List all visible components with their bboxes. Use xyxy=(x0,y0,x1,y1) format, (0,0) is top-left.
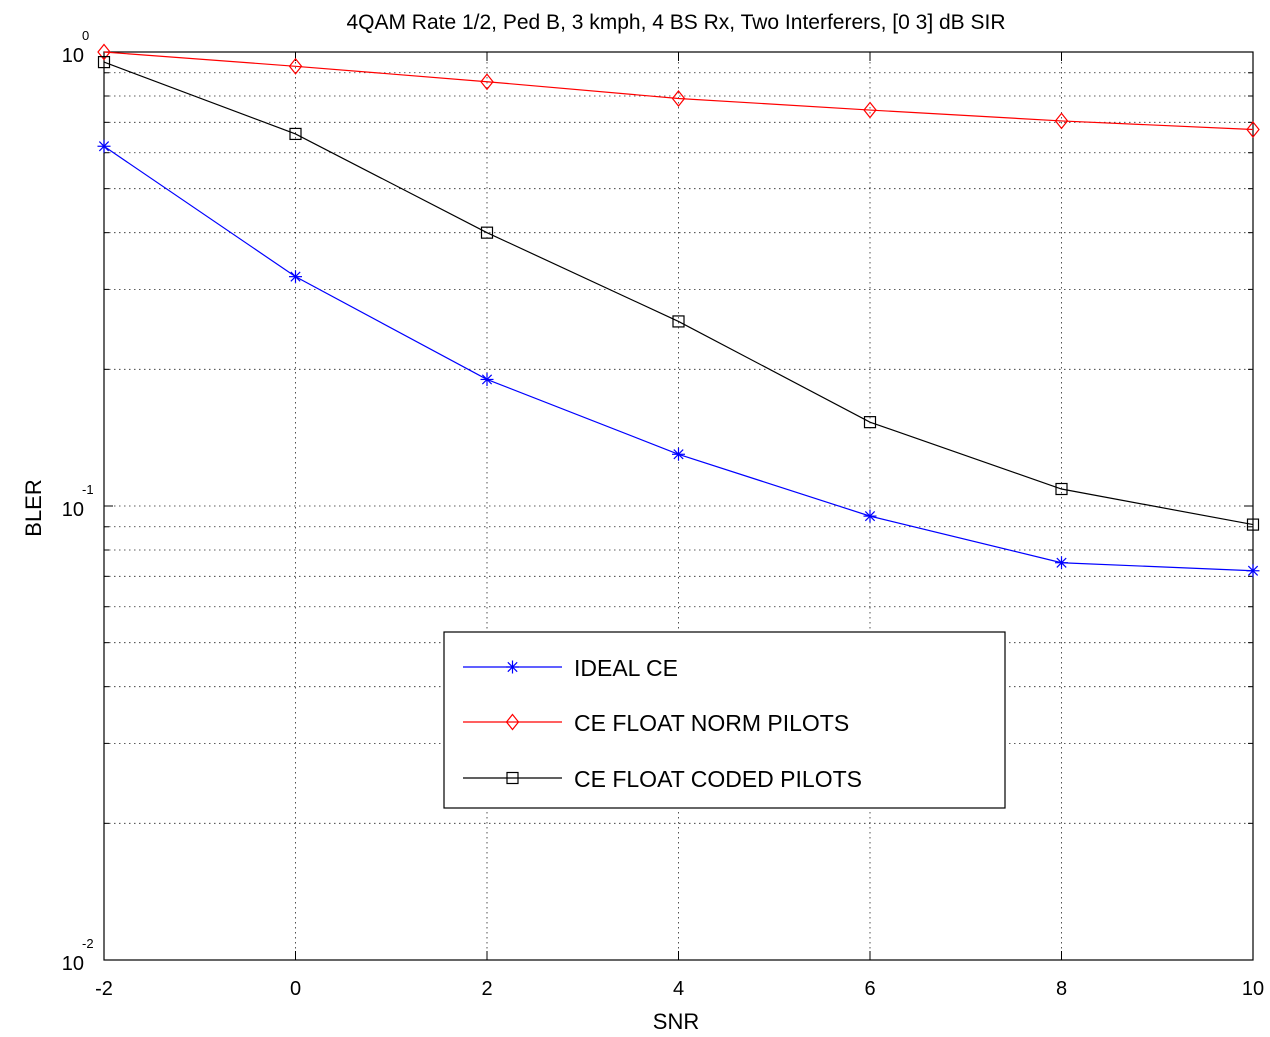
data-point xyxy=(97,56,111,69)
data-point xyxy=(1246,518,1260,531)
data-point xyxy=(671,90,686,107)
data-point xyxy=(289,270,302,284)
data-point xyxy=(1246,564,1260,578)
y-tick-label: 10 xyxy=(62,953,84,975)
data-point xyxy=(863,101,877,119)
data-point xyxy=(97,43,111,61)
legend-marker xyxy=(506,660,519,674)
x-axis-label: SNR xyxy=(653,1009,699,1034)
x-tick-label: 6 xyxy=(864,978,875,1000)
legend-box xyxy=(443,631,1006,809)
y-tick-base: 10 xyxy=(62,499,84,521)
series-line xyxy=(103,51,1254,131)
data-point xyxy=(1246,121,1260,138)
x-tick-labels: -2 0 2 4 6 8 10 xyxy=(95,978,1264,1000)
legend-entry-2: CE FLOAT NORM PILOTS xyxy=(463,710,849,736)
data-point xyxy=(672,315,685,328)
y-tick-labels: 10 0 10 -1 10 -2 xyxy=(62,28,94,975)
series-layer xyxy=(97,43,1260,578)
data-point xyxy=(1054,112,1069,130)
legend-entry-3: CE FLOAT CODED PILOTS xyxy=(463,766,862,792)
x-tick-label: 4 xyxy=(673,978,684,1000)
y-tick-base: 10 xyxy=(62,953,84,975)
data-point xyxy=(863,416,877,429)
data-point xyxy=(480,372,494,386)
y-tick-exponent: -1 xyxy=(82,482,94,497)
legend-marker xyxy=(505,713,520,731)
legend-label: CE FLOAT NORM PILOTS xyxy=(574,710,849,736)
data-point xyxy=(863,509,877,523)
x-tick-label: 10 xyxy=(1242,978,1264,1000)
series-line xyxy=(103,61,1254,526)
data-point xyxy=(1055,556,1068,570)
data-point xyxy=(672,447,685,461)
y-tick-exponent: 0 xyxy=(82,28,89,43)
y-tick-exponent: -2 xyxy=(82,936,94,951)
data-point xyxy=(288,57,303,75)
x-tick-label: 0 xyxy=(290,978,301,1000)
y-tick-label: 10 xyxy=(62,499,84,521)
legend-entry-1: IDEAL CE xyxy=(463,655,678,681)
series-3 xyxy=(97,56,1260,531)
data-point xyxy=(1055,482,1068,496)
x-tick-label: -2 xyxy=(95,978,113,1000)
x-tick-label: 8 xyxy=(1056,978,1067,1000)
legend-marker xyxy=(506,771,519,785)
series-2 xyxy=(97,43,1260,138)
series-1 xyxy=(97,139,1260,578)
x-tick-label: 2 xyxy=(481,978,492,1000)
data-point xyxy=(289,127,302,141)
data-point xyxy=(480,73,494,91)
data-point xyxy=(97,139,111,153)
legend-label: CE FLOAT CODED PILOTS xyxy=(574,766,862,792)
grid xyxy=(104,52,1253,960)
legend-label: IDEAL CE xyxy=(574,655,678,681)
y-axis-label: BLER xyxy=(21,479,46,536)
chart-title: 4QAM Rate 1/2, Ped B, 3 kmph, 4 BS Rx, T… xyxy=(346,11,1005,34)
legend: IDEAL CE CE FLOAT NORM PILOTS CE FLOAT COD… xyxy=(443,631,1006,809)
y-tick-label: 10 xyxy=(62,45,84,67)
data-point xyxy=(480,226,494,239)
y-tick-base: 10 xyxy=(62,45,84,67)
